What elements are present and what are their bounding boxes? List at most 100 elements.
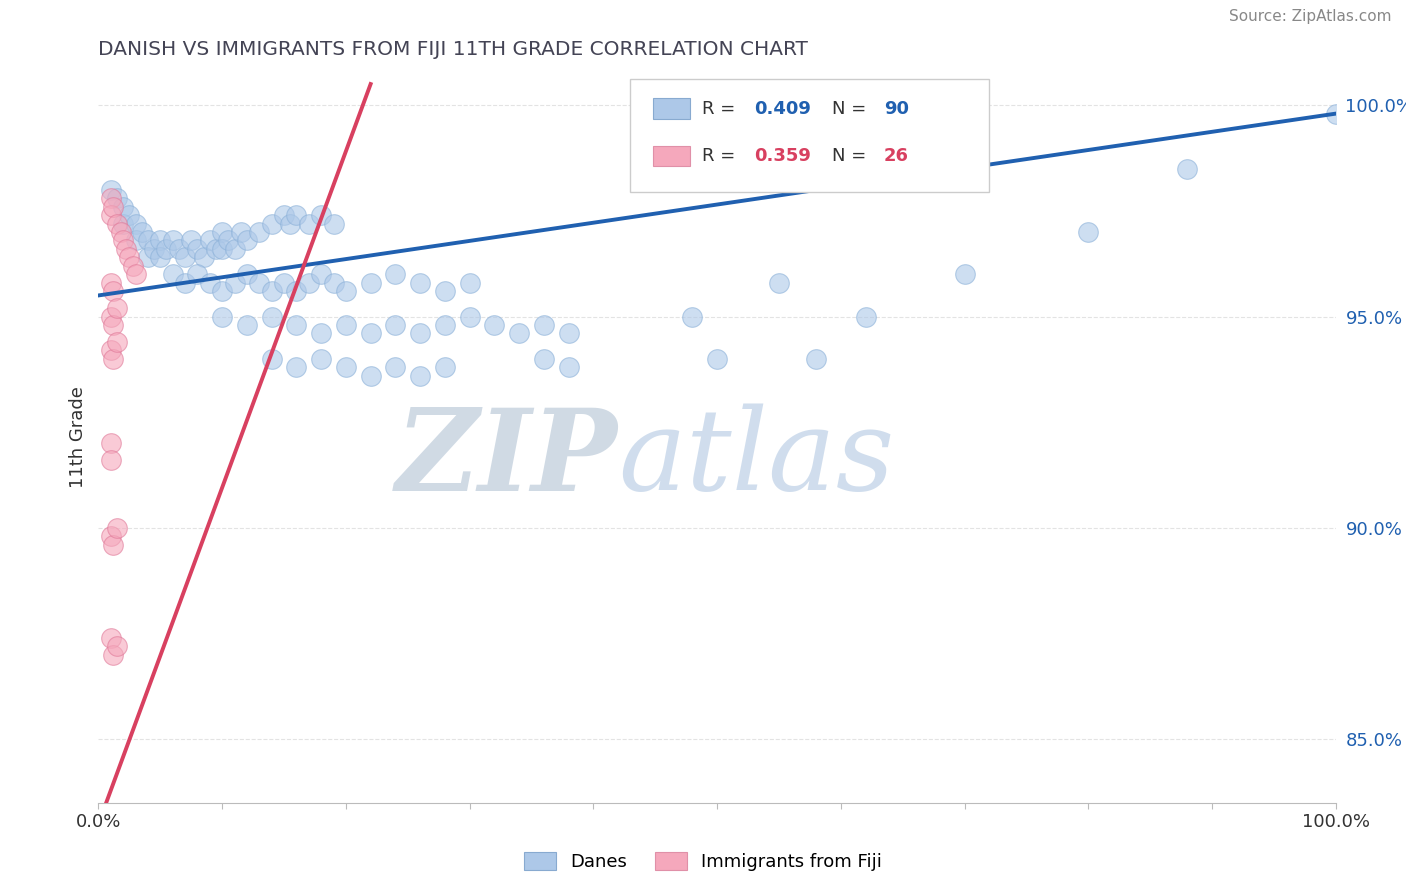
Point <box>1175 161 1198 176</box>
Point <box>384 360 406 375</box>
Point <box>100 276 122 290</box>
Point <box>278 217 301 231</box>
Point <box>100 310 122 324</box>
Point <box>211 242 233 256</box>
FancyBboxPatch shape <box>652 98 690 119</box>
Point <box>273 276 295 290</box>
Point <box>309 208 332 222</box>
Point <box>533 351 555 366</box>
Point <box>557 360 579 375</box>
Text: 26: 26 <box>884 147 910 165</box>
Point <box>236 268 259 282</box>
Point <box>681 310 703 324</box>
FancyBboxPatch shape <box>652 146 690 167</box>
Point <box>211 310 233 324</box>
Point <box>174 251 197 265</box>
Point <box>804 351 827 366</box>
Point <box>236 234 259 248</box>
Point <box>247 225 270 239</box>
Point <box>103 538 125 552</box>
Point <box>557 326 579 341</box>
Point <box>224 276 246 290</box>
FancyBboxPatch shape <box>630 78 990 192</box>
Y-axis label: 11th Grade: 11th Grade <box>69 386 87 488</box>
Point <box>122 259 145 273</box>
Point <box>103 284 125 298</box>
Text: N =: N = <box>832 100 872 118</box>
Point <box>105 301 128 315</box>
Text: atlas: atlas <box>619 404 894 515</box>
Point <box>229 225 252 239</box>
Point <box>155 242 177 256</box>
Point <box>309 268 332 282</box>
Point <box>285 284 308 298</box>
Text: Source: ZipAtlas.com: Source: ZipAtlas.com <box>1229 9 1392 24</box>
Point <box>198 276 221 290</box>
Point <box>360 276 382 290</box>
Point <box>100 343 122 358</box>
Point <box>100 529 122 543</box>
Point <box>855 310 877 324</box>
Point <box>433 360 456 375</box>
Text: N =: N = <box>832 147 872 165</box>
Point <box>186 242 208 256</box>
Point <box>298 217 321 231</box>
Point <box>174 276 197 290</box>
Point <box>114 242 136 256</box>
Point <box>260 217 283 231</box>
Point <box>1077 225 1099 239</box>
Point <box>112 234 135 248</box>
Point <box>162 268 184 282</box>
Point <box>103 318 125 332</box>
Point <box>100 208 122 222</box>
Point <box>484 318 506 332</box>
Point <box>322 276 344 290</box>
Point <box>205 242 228 256</box>
Point <box>112 217 135 231</box>
Point <box>768 276 790 290</box>
Point <box>105 640 128 654</box>
Point <box>103 648 125 662</box>
Point <box>409 368 432 383</box>
Point <box>433 284 456 298</box>
Text: 0.359: 0.359 <box>754 147 811 165</box>
Point <box>458 276 481 290</box>
Point <box>285 318 308 332</box>
Point <box>118 208 141 222</box>
Point <box>105 521 128 535</box>
Point <box>100 436 122 450</box>
Point <box>384 318 406 332</box>
Point <box>285 208 308 222</box>
Point <box>360 326 382 341</box>
Point <box>118 251 141 265</box>
Point <box>211 284 233 298</box>
Point <box>124 268 146 282</box>
Point <box>186 268 208 282</box>
Point <box>260 284 283 298</box>
Text: R =: R = <box>702 100 741 118</box>
Point <box>112 200 135 214</box>
Point <box>260 310 283 324</box>
Point <box>433 318 456 332</box>
Point <box>285 360 308 375</box>
Point <box>100 191 122 205</box>
Point <box>198 234 221 248</box>
Point <box>384 268 406 282</box>
Point <box>298 276 321 290</box>
Point <box>360 368 382 383</box>
Point <box>217 234 239 248</box>
Point <box>149 251 172 265</box>
Point <box>100 183 122 197</box>
Text: 90: 90 <box>884 100 910 118</box>
Point <box>273 208 295 222</box>
Point <box>105 334 128 349</box>
Point <box>105 217 128 231</box>
Text: R =: R = <box>702 147 741 165</box>
Point <box>211 225 233 239</box>
Point <box>335 318 357 332</box>
Point <box>143 242 166 256</box>
Point <box>162 234 184 248</box>
Point <box>103 351 125 366</box>
Point <box>136 251 159 265</box>
Point <box>124 234 146 248</box>
